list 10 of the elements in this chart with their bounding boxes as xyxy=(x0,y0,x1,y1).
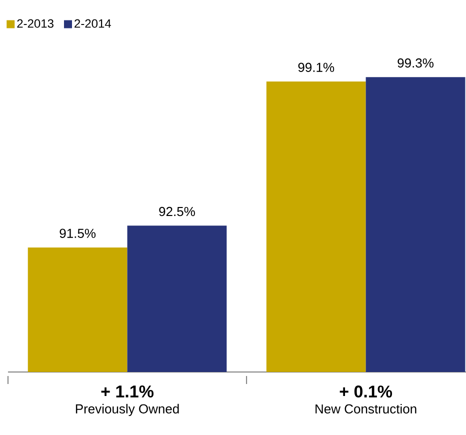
text: + 0.1% xyxy=(340,386,392,398)
data-label: 99.3% xyxy=(398,58,434,68)
data-label: 91.5% xyxy=(60,228,96,238)
data-label: 99.1% xyxy=(298,62,334,72)
legend-label: 2-2014 xyxy=(74,19,111,28)
text: + 1.1% xyxy=(101,386,154,398)
x-tick-label: New Construction xyxy=(316,404,416,414)
data-label: 92.5% xyxy=(159,206,195,216)
x-tick-label: Previously Owned xyxy=(76,404,179,416)
legend-label: 2-2013 xyxy=(17,19,54,28)
